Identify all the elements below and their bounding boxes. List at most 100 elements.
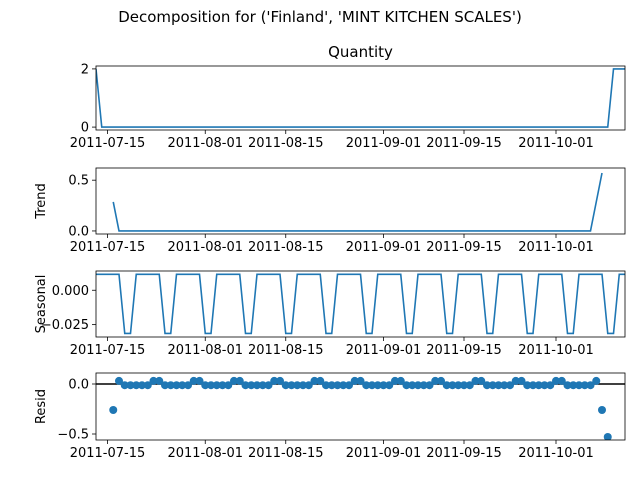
trend-xtick-label: 2011-08-01 [167,240,243,255]
resid-xtick-label: 2011-07-15 [70,446,146,461]
resid-point [540,381,549,390]
resid-point [465,381,474,390]
seasonal-axes-frame [95,270,626,338]
seasonal-xtick-label: 2011-07-15 [70,343,146,358]
seasonal-ytick-label: 0.000 [52,284,89,299]
resid-point [270,376,279,385]
resid-point [310,376,319,385]
resid-point [598,406,606,414]
resid-point [396,376,405,385]
resid-point [563,381,572,390]
resid-point [299,381,307,390]
resid-point [322,381,330,390]
resid-point [414,381,422,390]
observed-xtick-label: 2011-08-15 [248,136,324,151]
observed-plot-area [96,68,625,128]
resid-point [385,381,394,390]
resid-point [448,381,457,390]
observed-xtick-label: 2011-07-15 [70,136,146,151]
resid-point [402,381,411,390]
resid-point [201,381,210,390]
resid-point [511,376,520,385]
resid-xtick-label: 2011-08-15 [248,446,324,461]
resid-ytick-label: 0.0 [68,378,89,393]
resid-point [523,381,532,390]
resid-point [477,376,486,385]
resid-point [339,381,348,390]
resid-point [230,376,238,385]
resid-point [138,381,146,390]
resid-point [592,376,601,385]
resid-point [161,381,169,390]
resid-point [235,376,244,385]
resid-point [437,376,445,385]
observed-xtick-label: 2011-10-01 [518,136,594,151]
resid-point [454,381,463,390]
trend-xtick-label: 2011-09-01 [346,240,422,255]
resid-point [379,381,388,390]
resid-point [362,381,371,390]
resid-point [425,381,434,390]
resid-point [258,381,267,390]
trend-ylabel: Trend [34,183,49,220]
resid-point [143,381,152,390]
resid-point [586,381,595,390]
resid-point [356,376,365,385]
seasonal-panel: 0.000 −0.025 2011-07-15 2011-08-01 2011-08-1… [34,270,626,358]
resid-point [207,381,215,390]
resid-point [483,381,491,390]
resid-point [345,381,353,390]
resid-point [471,376,480,385]
resid-point [241,381,250,390]
resid-point [178,381,187,390]
resid-point [109,406,118,414]
seasonal-ylabel: Seasonal [34,275,49,334]
trend-xtick-label: 2011-08-15 [248,240,324,255]
resid-point [115,376,123,385]
observed-axes-frame [95,65,626,131]
resid-point [224,381,233,390]
resid-point [293,381,302,390]
trend-xtick-label: 2011-10-01 [518,240,594,255]
seasonal-plot-area [96,273,625,335]
resid-axes-frame [95,372,626,441]
observed-xtick-label: 2011-09-01 [346,136,422,151]
resid-point [195,376,204,385]
resid-xtick-label: 2011-09-01 [346,446,422,461]
resid-point [460,381,468,390]
resid-ytick-label: −0.5 [57,428,89,443]
observed-xtick-label: 2011-09-15 [426,136,502,151]
resid-point [276,376,284,385]
resid-xtick-label: 2011-09-15 [426,446,502,461]
resid-point [391,376,399,385]
resid-point [316,376,325,385]
resid-point [350,376,359,385]
resid-point [281,381,290,390]
seasonal-xtick-label: 2011-10-01 [518,343,594,358]
resid-point [552,376,560,385]
resid-point [408,381,417,390]
trend-plot-area [112,172,603,232]
resid-point [247,381,256,390]
seasonal-xtick-label: 2011-08-01 [167,343,243,358]
resid-point [184,381,192,390]
resid-point [166,381,175,390]
resid-point [569,381,578,390]
resid-point [442,381,451,390]
resid-point [333,381,342,390]
resid-point [431,376,440,385]
resid-point [500,381,509,390]
trend-panel: 0.0 0.5 2011-07-15 2011-08-01 2011-08-15 2011… [34,167,626,255]
resid-point [546,381,555,390]
observed-xtick-label: 2011-08-01 [167,136,243,151]
resid-point [120,381,129,390]
resid-point [264,381,273,390]
resid-point [212,381,221,390]
resid-point [368,381,376,390]
seasonal-ytick-label: −0.025 [41,318,89,333]
resid-point [517,376,526,385]
seasonal-xtick-label: 2011-09-15 [426,343,502,358]
resid-point [603,433,612,440]
